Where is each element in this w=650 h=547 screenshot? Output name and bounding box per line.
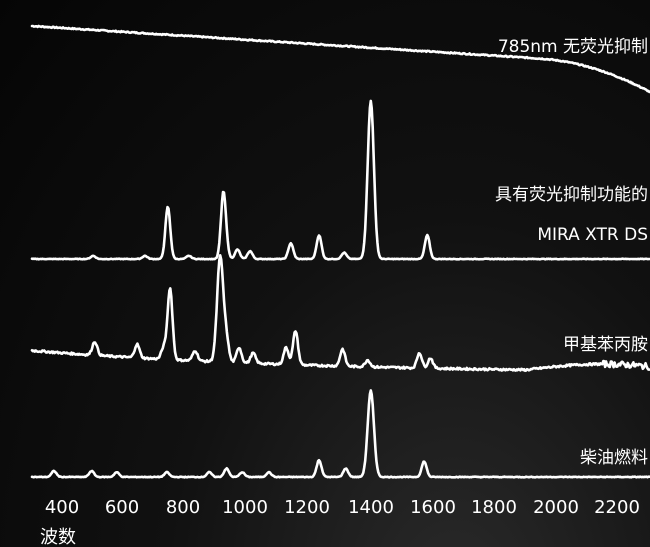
x-tick-label: 1000: [222, 497, 268, 518]
x-tick-label: 600: [105, 497, 139, 518]
series-label-2-line-2: MIRA XTR DS: [537, 225, 648, 245]
series-label-2-line-1: 具有荧光抑制功能的: [495, 185, 648, 205]
series-label-1-line-1: 785nm 无荧光抑制: [498, 37, 648, 57]
x-tick-label: 1400: [348, 497, 394, 518]
x-axis-ticks: 400 600 800 1000 1200 1400 1600 1800 2000 2200: [45, 497, 640, 518]
series-line-4: [30, 389, 650, 479]
series-line-3: [30, 254, 650, 373]
x-tick-label: 1200: [284, 497, 330, 518]
spectra-traces: [30, 24, 650, 479]
series-label-4-line-1: 柴油燃料: [580, 448, 648, 468]
x-tick-label: 2000: [533, 497, 579, 518]
x-tick-label: 2200: [594, 497, 640, 518]
series-line-2: [30, 99, 650, 261]
series-line-1: [30, 24, 650, 94]
x-axis-label: 波数: [40, 527, 76, 547]
x-tick-label: 400: [45, 497, 79, 518]
x-tick-label: 1800: [471, 497, 517, 518]
series-label-3-line-1: 甲基苯丙胺: [563, 335, 648, 355]
x-tick-label: 800: [166, 497, 200, 518]
x-tick-label: 1600: [410, 497, 456, 518]
